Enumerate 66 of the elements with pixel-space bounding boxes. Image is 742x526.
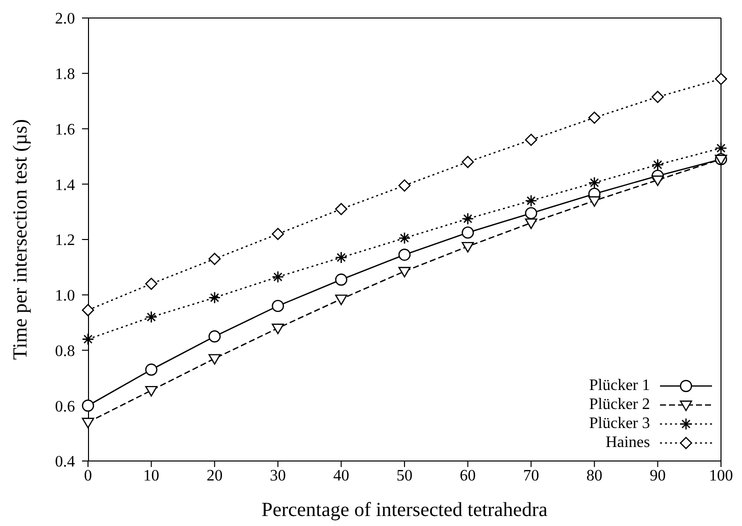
x-tick-label: 30 <box>270 467 286 484</box>
x-tick-label: 80 <box>586 467 602 484</box>
point <box>462 226 474 239</box>
y-tick-label: 0.6 <box>55 398 75 416</box>
point <box>272 300 284 312</box>
point <box>145 364 158 376</box>
point <box>462 242 474 253</box>
y-tick-label: 2.0 <box>55 10 75 28</box>
point <box>588 112 600 124</box>
point <box>398 248 411 261</box>
x-tick-label: 70 <box>523 467 540 484</box>
y-tick-label: 1.4 <box>55 176 75 194</box>
x-tick-label: 10 <box>143 467 160 484</box>
point <box>714 72 728 86</box>
point <box>335 274 348 286</box>
x-tick-label: 60 <box>460 467 476 484</box>
point <box>462 212 474 225</box>
point <box>714 142 728 154</box>
point <box>335 202 348 216</box>
x-axis-title: Percentage of intersected tetrahedra <box>262 499 548 521</box>
y-tick-label: 1.8 <box>55 66 75 84</box>
point <box>272 228 284 240</box>
point <box>398 266 411 278</box>
point <box>82 418 94 428</box>
legend-label: Plücker 3 <box>589 414 650 433</box>
legend-label: Plücker 2 <box>589 395 650 414</box>
point <box>208 252 221 265</box>
legend-label: Plücker 1 <box>589 376 650 395</box>
point <box>462 156 474 168</box>
point <box>525 207 538 220</box>
x-tick-label: 0 <box>84 467 92 484</box>
point <box>82 400 94 412</box>
point <box>525 218 538 229</box>
point <box>272 324 284 334</box>
y-axis-title: Time per intersection test (µs) <box>10 119 32 360</box>
point <box>145 386 158 396</box>
x-tick-label: 50 <box>396 467 412 484</box>
point <box>335 251 348 264</box>
point <box>208 291 221 304</box>
point <box>208 354 221 365</box>
y-tick-label: 0.4 <box>55 454 75 471</box>
y-tick-label: 1.0 <box>55 288 75 305</box>
point <box>398 232 411 244</box>
point <box>145 278 158 290</box>
point <box>272 270 284 284</box>
point <box>652 90 664 104</box>
point <box>652 158 664 171</box>
point <box>588 176 601 189</box>
point <box>524 194 538 207</box>
x-tick-label: 100 <box>709 467 733 484</box>
point <box>588 196 600 207</box>
point <box>82 333 94 346</box>
point <box>145 310 158 324</box>
point <box>208 330 221 343</box>
point <box>398 179 411 192</box>
x-tick-label: 90 <box>650 467 666 484</box>
y-tick-label: 1.2 <box>55 232 75 250</box>
point <box>652 176 664 186</box>
point <box>335 294 348 306</box>
x-tick-label: 40 <box>333 467 350 484</box>
y-tick-label: 0.8 <box>55 342 75 360</box>
y-tick-label: 1.6 <box>55 121 75 138</box>
point <box>82 304 94 316</box>
x-tick-label: 20 <box>206 467 223 484</box>
point <box>525 134 538 146</box>
legend-label: Haines <box>606 433 650 452</box>
